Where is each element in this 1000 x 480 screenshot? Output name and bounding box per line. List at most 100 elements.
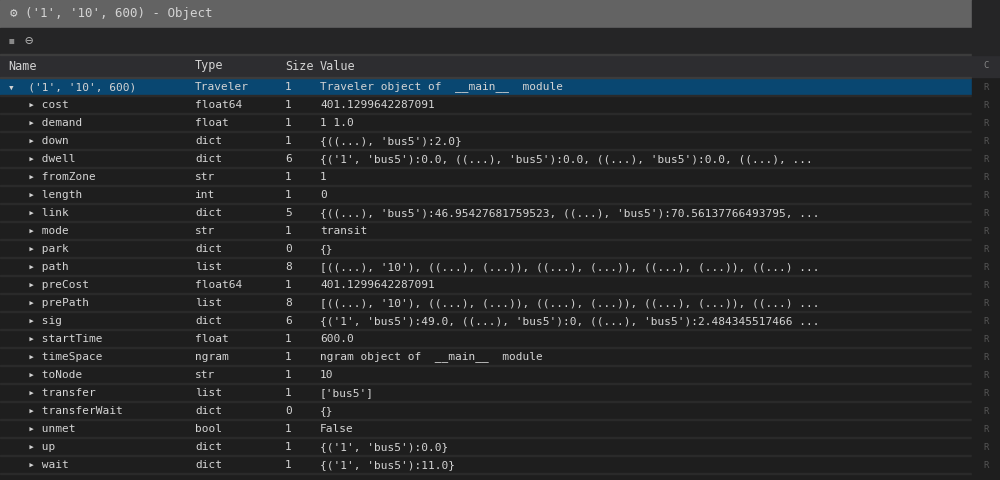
Text: R: R [983,119,989,128]
Text: int: int [195,190,215,200]
Text: 8: 8 [285,262,292,272]
Text: 6: 6 [285,154,292,164]
Text: 1: 1 [320,172,327,182]
Bar [972,456,1000,474]
Text: R: R [983,316,989,325]
Bar [972,222,1000,240]
Text: R: R [983,136,989,145]
Text: str: str [195,370,215,380]
Text: R: R [983,244,989,253]
Bar [0,186,1000,204]
Text: ngram object of  __main__  module: ngram object of __main__ module [320,351,543,362]
Text: 1 1.0: 1 1.0 [320,118,354,128]
Bar [972,258,1000,276]
Bar [0,293,972,294]
Bar [972,114,1000,132]
Text: 6: 6 [285,316,292,326]
Bar [972,312,1000,330]
Text: float64: float64 [195,100,242,110]
Text: R: R [983,335,989,344]
Text: ngram: ngram [195,352,229,362]
Text: dict: dict [195,154,222,164]
Text: 1: 1 [285,424,292,434]
Text: {}: {} [320,406,334,416]
Text: {('1', 'bus5'):0.0}: {('1', 'bus5'):0.0} [320,442,448,452]
Bar [0,78,1000,96]
Text: Traveler: Traveler [195,82,249,92]
Bar [0,347,972,348]
Bar [0,312,1000,330]
Bar [0,132,1000,150]
Text: 0: 0 [285,244,292,254]
Bar [0,167,972,168]
Text: R: R [983,227,989,236]
Text: ▸ demand: ▸ demand [8,118,82,128]
Text: 1: 1 [285,334,292,344]
Bar [972,132,1000,150]
Text: ▸ transfer: ▸ transfer [8,388,96,398]
Text: list: list [195,388,222,398]
Bar [972,384,1000,402]
Bar [972,168,1000,186]
Text: 1: 1 [285,442,292,452]
Bar [0,384,1000,402]
Text: {}: {} [320,244,334,254]
Bar [0,221,972,222]
Text: list: list [195,298,222,308]
Text: dict: dict [195,136,222,146]
Bar [0,149,972,150]
Text: ▸ path: ▸ path [8,262,69,272]
Bar [972,186,1000,204]
Text: Value: Value [320,60,356,72]
Text: ⊖: ⊖ [24,34,32,48]
Text: R: R [983,172,989,181]
Bar [972,438,1000,456]
Bar [0,131,972,132]
Bar [0,204,1000,222]
Text: ▸ cost: ▸ cost [8,100,69,110]
Text: ▸ link: ▸ link [8,208,69,218]
Text: 10: 10 [320,370,334,380]
Text: R: R [983,352,989,361]
Text: ▸ dwell: ▸ dwell [8,154,76,164]
Bar [0,365,972,366]
Text: {((...), 'bus5'):2.0}: {((...), 'bus5'):2.0} [320,136,462,146]
Text: 600.0: 600.0 [320,334,354,344]
Text: float64: float64 [195,280,242,290]
Bar [0,55,1000,77]
Text: dict: dict [195,244,222,254]
Bar [0,257,972,258]
Text: ▸ up: ▸ up [8,442,55,452]
Text: ▸ toNode: ▸ toNode [8,370,82,380]
Text: R: R [983,407,989,416]
Text: 1: 1 [285,460,292,470]
Bar [0,419,972,420]
Text: ▸ park: ▸ park [8,244,69,254]
Bar [972,150,1000,168]
Text: ▸ wait: ▸ wait [8,460,69,470]
Text: 401.1299642287091: 401.1299642287091 [320,280,435,290]
Text: 1: 1 [285,388,292,398]
Text: 1: 1 [285,172,292,182]
Text: False: False [320,424,354,434]
Bar [0,348,1000,366]
Text: [((...), '10'), ((...), (...)), ((...), (...)), ((...), (...)), ((...) ...: [((...), '10'), ((...), (...)), ((...), … [320,298,820,308]
Bar [972,276,1000,294]
Bar [0,185,972,186]
Bar [0,113,972,114]
Text: bool: bool [195,424,222,434]
Text: Traveler object of  __main__  module: Traveler object of __main__ module [320,82,563,93]
Bar [972,0,1000,55]
Bar [0,95,972,96]
Bar [972,96,1000,114]
Bar [0,456,1000,474]
Text: ▸ transferWait: ▸ transferWait [8,406,123,416]
Text: 0: 0 [285,406,292,416]
Bar [0,294,1000,312]
Text: ['bus5']: ['bus5'] [320,388,374,398]
Bar [0,28,1000,54]
Text: 8: 8 [285,298,292,308]
Bar [0,455,972,456]
Bar [972,240,1000,258]
Text: {('1', 'bus5'):0.0, ((...), 'bus5'):0.0, ((...), 'bus5'):0.0, ((...), ...: {('1', 'bus5'):0.0, ((...), 'bus5'):0.0,… [320,154,813,164]
